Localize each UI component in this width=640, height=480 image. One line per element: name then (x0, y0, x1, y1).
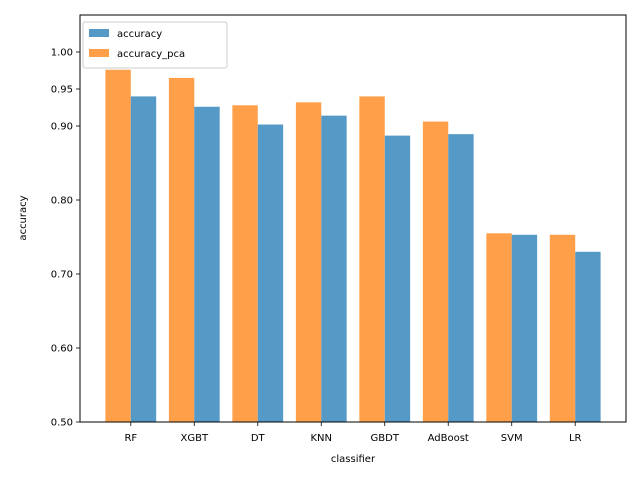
bar-accuracy-gbdt (384, 135, 411, 422)
legend-swatch-accuracy (89, 29, 109, 37)
x-axis-label: classifier (331, 454, 376, 465)
legend-swatch-accuracy-pca (89, 49, 109, 57)
bar-accuracy-pca-rf (105, 69, 131, 422)
x-tick-label: DT (251, 433, 266, 444)
legend-frame (82, 21, 228, 69)
bar-accuracy-rf (130, 96, 157, 423)
x-tick-label: SVM (501, 433, 523, 444)
legend: accuracy accuracy_pca (82, 21, 228, 69)
x-tick-label: LR (569, 433, 582, 444)
x-tick-label: KNN (310, 433, 332, 444)
y-axis-label: accuracy (18, 195, 29, 240)
x-tick-label: AdBoost (428, 433, 469, 444)
bar-accuracy-pca-gbdt (359, 96, 385, 423)
bar-accuracy-dt (257, 124, 284, 423)
bar-accuracy-knn (321, 115, 347, 422)
legend-label-accuracy-pca: accuracy_pca (117, 49, 185, 60)
x-tick-label: GBDT (371, 433, 400, 444)
bar-accuracy-pca-lr (549, 234, 576, 422)
bar-accuracy-pca-xgbt (168, 77, 195, 423)
bar-accuracy-pca-dt (232, 105, 258, 422)
y-tick-label: 0.70 (51, 270, 73, 281)
y-tick-label: 0.60 (51, 344, 73, 355)
y-axis-ticks: 0.50 0.60 0.70 0.80 0.90 0.95 1.00 (51, 48, 80, 429)
bar-accuracy-pca-adboost (422, 121, 449, 422)
bar-accuracy-pca-svm (486, 233, 512, 422)
y-tick-label: 1.00 (51, 48, 73, 59)
y-tick-label: 0.50 (51, 418, 73, 429)
x-axis-ticks: RF XGBT DT KNN GBDT AdBoost SVM LR (124, 422, 582, 444)
x-tick-label: RF (124, 433, 137, 444)
bar-accuracy-lr (575, 251, 601, 422)
bar-accuracy-pca-knn (295, 102, 322, 422)
y-tick-label: 0.95 (51, 85, 73, 96)
bar-accuracy-xgbt (194, 106, 220, 422)
x-tick-label: XGBT (180, 433, 208, 444)
bar-accuracy-adboost (448, 134, 474, 422)
bars-group (105, 69, 601, 423)
plot-frame (79, 14, 627, 423)
y-tick-label: 0.80 (51, 196, 73, 207)
legend-label-accuracy: accuracy (117, 29, 162, 40)
y-tick-label: 0.90 (51, 122, 73, 133)
bar-accuracy-svm (511, 234, 538, 422)
